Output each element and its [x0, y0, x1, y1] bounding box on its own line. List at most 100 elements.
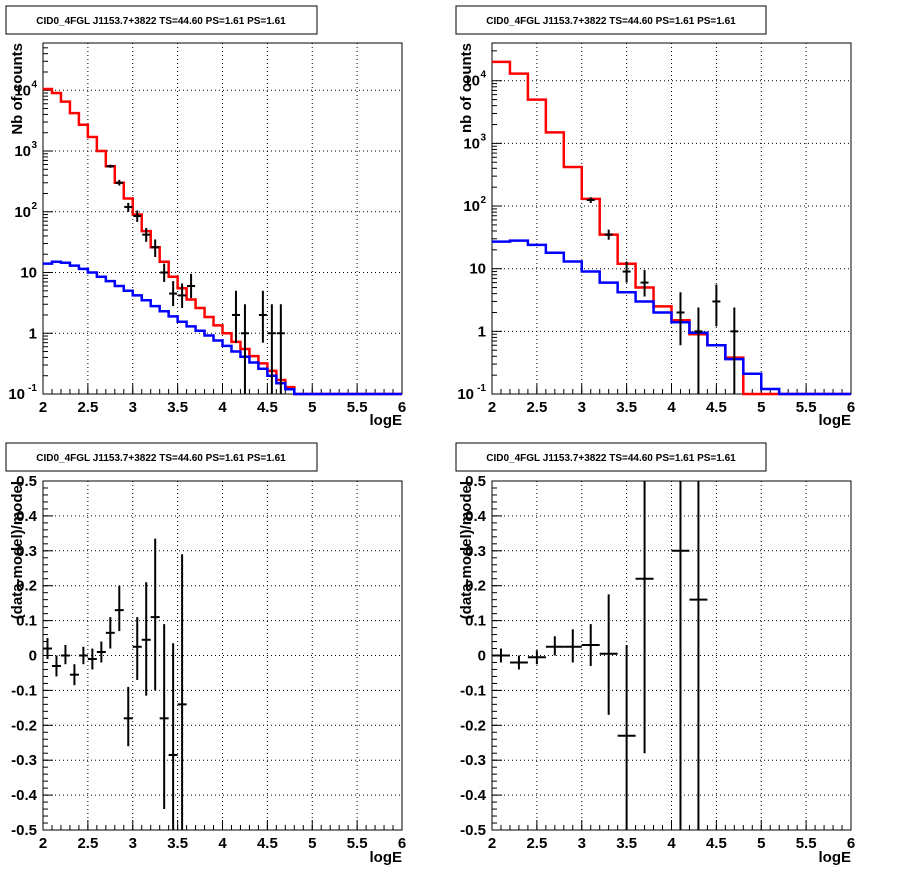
- data-point: [640, 270, 649, 297]
- y-tick-label: 10: [463, 198, 480, 215]
- data-point: [141, 582, 151, 696]
- y-tick-label: 1: [478, 323, 486, 340]
- x-tick-label: 5.5: [347, 399, 368, 416]
- y-tick-exponent: -1: [477, 383, 486, 394]
- data-point: [151, 239, 160, 258]
- data-point: [604, 229, 613, 240]
- y-tick-label: 0.3: [465, 543, 486, 560]
- data-point: [545, 636, 564, 656]
- y-tick-label: 0.3: [16, 543, 37, 560]
- y-tick-exponent: 4: [480, 70, 486, 81]
- data-point: [142, 228, 151, 242]
- data-point: [178, 283, 187, 309]
- y-axis-label: nb of counts: [458, 43, 475, 133]
- chart-title: CID0_4FGL J1153.7+3822 TS=44.60 PS=1.61 …: [36, 453, 286, 464]
- chart-title: CID0_4FGL J1153.7+3822 TS=44.60 PS=1.61 …: [36, 16, 286, 27]
- x-axis-label: logE: [370, 849, 403, 866]
- title-box: [5, 5, 318, 35]
- data-point: [168, 643, 178, 830]
- y-tick-label: 10: [469, 261, 486, 278]
- y-tick-label: 0.1: [16, 613, 37, 630]
- x-tick-label: 4.5: [706, 835, 727, 852]
- data-point: [106, 164, 115, 168]
- data-point: [635, 481, 654, 754]
- y-tick-label: 0.2: [465, 578, 486, 595]
- data-point: [671, 481, 690, 830]
- y-tick-label: -0.5: [460, 822, 486, 839]
- data-point: [169, 281, 178, 307]
- data-point: [492, 648, 510, 663]
- x-axis-label: logE: [819, 849, 852, 866]
- y-tick-label: 10: [463, 73, 480, 90]
- data-point: [177, 554, 187, 830]
- x-tick-label: 5: [308, 399, 316, 416]
- y-tick-label: 0: [29, 648, 37, 665]
- y-axis-label: Nb of counts: [9, 43, 26, 135]
- data-point: [96, 641, 106, 663]
- y-tick-label: -0.2: [460, 717, 486, 734]
- y-axis-label: (data-model)/model: [458, 481, 475, 619]
- histogram-step-line: [43, 260, 402, 396]
- x-tick-label: 2.5: [526, 399, 547, 416]
- y-tick-label: 0.4: [465, 508, 487, 525]
- x-tick-label: 2.5: [77, 835, 98, 852]
- x-tick-label: 4: [667, 399, 676, 416]
- x-tick-label: 6: [847, 399, 855, 416]
- data-point: [599, 594, 618, 715]
- data-point: [622, 261, 631, 283]
- data-point: [563, 629, 582, 663]
- x-tick-label: 2: [488, 399, 496, 416]
- data-point: [124, 202, 133, 212]
- y-tick-label: 0.2: [16, 578, 37, 595]
- y-tick-label: -0.2: [11, 717, 37, 734]
- x-tick-label: 3: [578, 835, 586, 852]
- x-tick-label: 3.5: [167, 399, 188, 416]
- x-tick-label: 3.5: [616, 399, 637, 416]
- title-box: [5, 442, 318, 472]
- chart-panel-bottom-right: CID0_4FGL J1153.7+3822 TS=44.60 PS=1.61 …: [455, 442, 855, 866]
- x-tick-label: 4: [218, 399, 227, 416]
- x-tick-label: 5.5: [796, 399, 817, 416]
- x-tick-label: 4.5: [257, 835, 278, 852]
- x-tick-label: 2: [488, 835, 496, 852]
- title-box: [455, 442, 767, 472]
- y-tick-label: 0.5: [16, 473, 37, 490]
- x-tick-label: 6: [847, 835, 855, 852]
- y-tick-label: -0.4: [460, 787, 487, 804]
- x-tick-label: 3.5: [616, 835, 637, 852]
- y-tick-label: -0.3: [460, 752, 486, 769]
- data-point: [123, 686, 133, 747]
- data-point: [694, 307, 703, 394]
- x-tick-label: 5.5: [347, 835, 368, 852]
- x-axis-label: logE: [370, 412, 403, 429]
- y-tick-label: 10: [14, 82, 31, 99]
- histogram-step-line: [492, 60, 851, 396]
- y-tick-label: 10: [463, 135, 480, 152]
- x-tick-label: 4.5: [706, 399, 727, 416]
- x-tick-label: 2.5: [526, 835, 547, 852]
- x-tick-label: 3: [129, 835, 137, 852]
- y-tick-exponent: 4: [31, 79, 37, 90]
- y-tick-label: 10: [14, 204, 31, 221]
- data-point: [267, 304, 276, 394]
- x-tick-label: 2: [39, 835, 47, 852]
- data-point: [51, 655, 61, 677]
- data-point: [78, 646, 88, 665]
- y-tick-label: -0.4: [11, 787, 38, 804]
- x-tick-label: 2.5: [77, 399, 98, 416]
- data-point: [676, 292, 685, 346]
- y-tick-label: -0.1: [460, 682, 486, 699]
- y-axis-label: (data-model)/model: [9, 481, 26, 619]
- y-tick-label: 0.5: [465, 473, 486, 490]
- data-point: [617, 645, 636, 830]
- data-point: [586, 197, 595, 203]
- data-point: [258, 290, 267, 343]
- y-tick-label: -0.1: [11, 682, 37, 699]
- y-tick-exponent: -1: [28, 383, 37, 394]
- chart-panel-bottom-left: CID0_4FGL J1153.7+3822 TS=44.60 PS=1.61 …: [5, 442, 406, 866]
- data-point: [581, 624, 600, 666]
- data-point: [187, 273, 196, 299]
- data-point: [133, 210, 142, 222]
